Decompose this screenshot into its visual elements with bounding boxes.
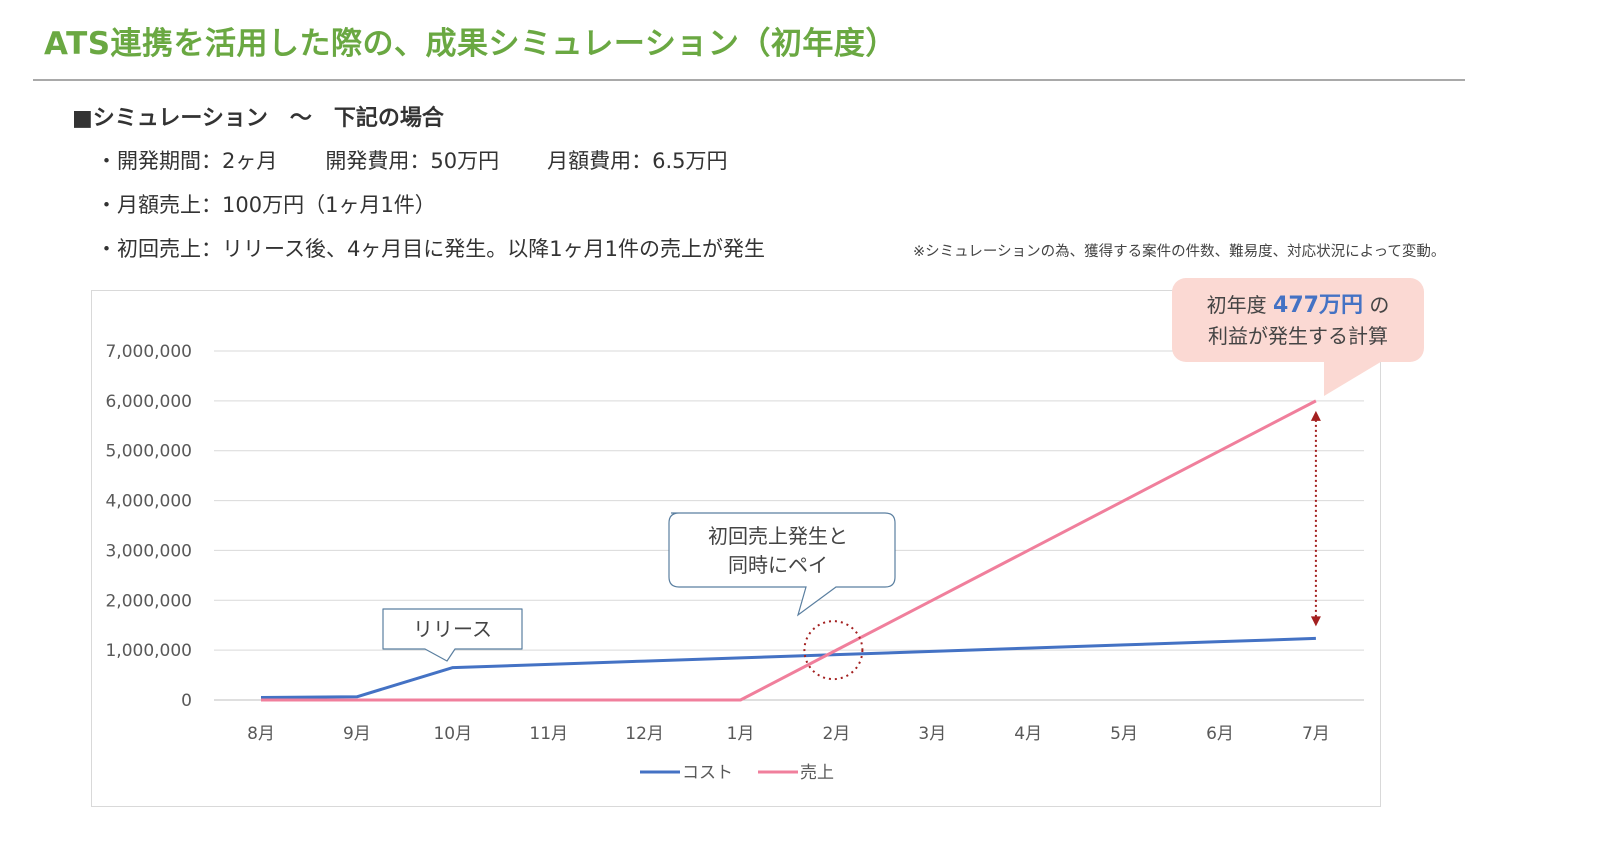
release-callout-box — [382, 608, 523, 662]
x-tick-label: 4月 — [1014, 724, 1042, 744]
bullet-line-3: ・初回売上：リリース後、4ヶ月目に発生。以降1ヶ月1件の売上が発生 — [96, 237, 766, 261]
y-tick-label: 4,000,000 — [105, 492, 192, 512]
page-title: ATS連携を活用した際の、成果シミュレーション（初年度） — [44, 26, 897, 62]
payback-callout-line-2: 同時にペイ — [728, 553, 828, 577]
y-tick-label: 6,000,000 — [105, 392, 192, 412]
x-tick-label: 11月 — [529, 724, 568, 744]
profit-callout-line-2: 利益が発生する計算 — [1208, 324, 1388, 348]
profit-arrow-head-down — [1310, 616, 1321, 627]
x-tick-label: 9月 — [343, 724, 371, 744]
y-tick-label: 5,000,000 — [105, 442, 192, 462]
bullet-line-1: ・開発期間：2ヶ月 開発費用：50万円 月額費用：6.5万円 — [96, 145, 728, 175]
legend-label: 売上 — [800, 763, 834, 783]
bullet-line-2: ・月額売上：100万円（1ヶ月1件） — [96, 193, 436, 217]
x-tick-label: 1月 — [727, 724, 755, 744]
profit-callout: 初年度 477万円 の 利益が発生する計算 — [1172, 278, 1424, 362]
y-tick-label: 2,000,000 — [105, 591, 192, 611]
series-line-sales — [261, 399, 1317, 702]
x-tick-label: 10月 — [433, 724, 472, 744]
x-tick-label: 6月 — [1206, 724, 1234, 744]
title-divider — [33, 79, 1465, 81]
chart-frame: 0 1,000,000 2,000,000 3,000,000 4,000,000 5,0… — [91, 290, 1381, 807]
release-callout-text: リリース — [413, 617, 492, 641]
profit-arrow-head-up — [1310, 410, 1321, 421]
x-tick-label: 12月 — [625, 724, 664, 744]
x-tick-label: 7月 — [1302, 724, 1330, 744]
y-tick-label: 7,000,000 — [105, 342, 192, 362]
profit-callout-line-1: 初年度 477万円 の — [1172, 290, 1424, 321]
payback-callout-box — [668, 512, 896, 617]
payback-circle — [803, 620, 864, 681]
x-tick-label: 8月 — [247, 724, 275, 744]
disclaimer-note: ※シミュレーションの為、獲得する案件の件数、難易度、対応状況によって変動。 — [913, 244, 1446, 260]
y-tick-label: 0 — [181, 691, 192, 711]
profit-prefix: 初年度 — [1206, 293, 1274, 317]
monthly-cost-text: 月額費用：6.5万円 — [547, 149, 728, 173]
x-tick-label: 5月 — [1110, 724, 1138, 744]
dev-period-text: ・開発期間：2ヶ月 — [96, 149, 278, 173]
payback-callout-line-1: 初回売上発生と — [708, 524, 848, 548]
profit-suffix: の — [1362, 293, 1390, 317]
x-tick-label: 3月 — [918, 724, 946, 744]
profit-callout-tail — [1324, 360, 1384, 396]
y-tick-label: 1,000,000 — [105, 641, 192, 661]
series-line-cost — [260, 636, 1316, 700]
x-tick-label: 2月 — [822, 724, 850, 744]
legend-label: コスト — [682, 763, 733, 783]
y-tick-label: 3,000,000 — [105, 541, 192, 561]
dev-cost-text: 開発費用：50万円 — [325, 149, 500, 173]
profit-amount: 477万円 — [1273, 293, 1363, 318]
line-chart: 0 1,000,000 2,000,000 3,000,000 4,000,000 5,0… — [105, 342, 1364, 783]
simulation-heading: ■シミュレーション ～ 下記の場合 — [72, 106, 444, 131]
